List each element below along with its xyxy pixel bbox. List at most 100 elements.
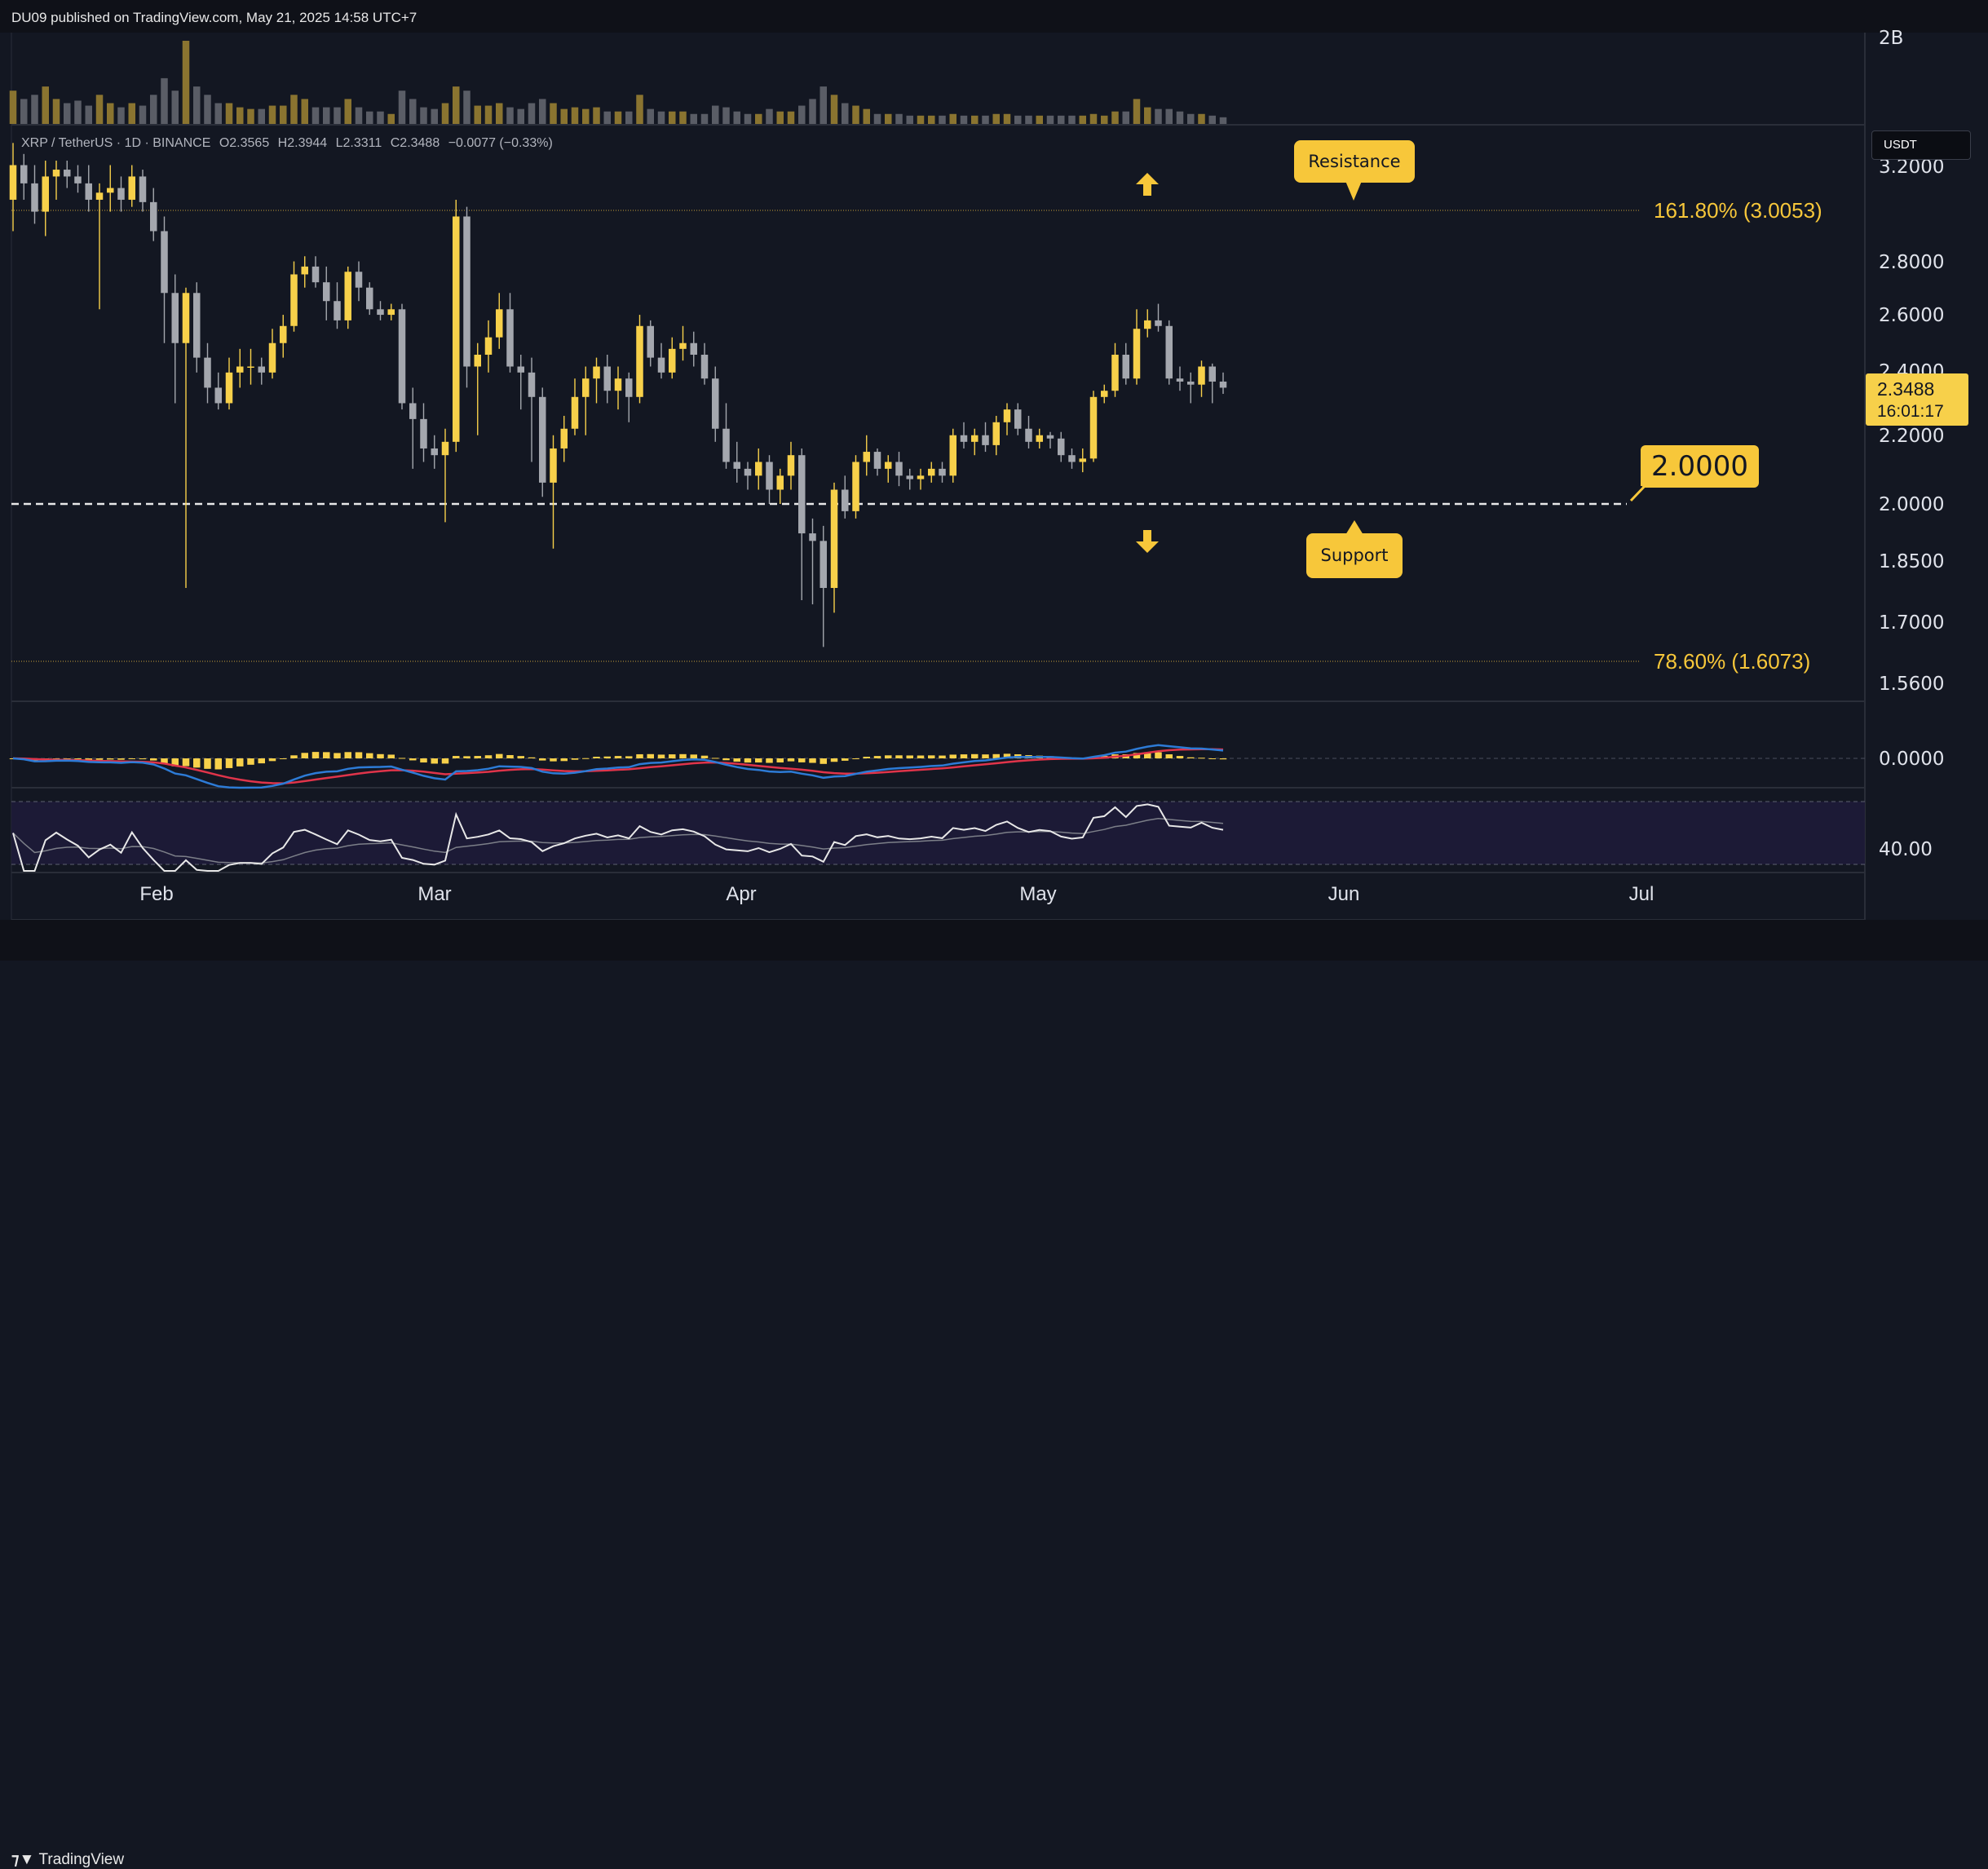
- footer-bar: ⁊▼ TradingView: [0, 920, 1988, 1868]
- candle-body: [636, 325, 643, 397]
- candle-body: [863, 452, 870, 462]
- volume-bar: [863, 108, 870, 124]
- macd-histogram-bar: [301, 753, 308, 758]
- candle-body: [1133, 329, 1141, 379]
- rsi-tick: 40.00: [1879, 839, 1933, 860]
- volume-bar: [463, 91, 470, 124]
- volume-bar: [128, 103, 135, 124]
- candle-body: [214, 387, 222, 404]
- macd-histogram-bar: [917, 755, 925, 758]
- macd-histogram-bar: [603, 756, 611, 758]
- macd-histogram-bar: [387, 754, 395, 758]
- volume-bar: [809, 99, 816, 124]
- macd-histogram-bar: [204, 758, 211, 769]
- candle-body: [690, 342, 697, 355]
- volume-bar: [766, 108, 773, 124]
- macd-histogram-bar: [355, 752, 363, 758]
- candle-body: [139, 176, 147, 202]
- macd-histogram-bar: [571, 758, 579, 760]
- volume-bar: [1155, 108, 1162, 124]
- candle-body: [236, 366, 244, 373]
- candle-body: [193, 293, 201, 358]
- candle-body: [755, 462, 762, 476]
- volume-bar: [1208, 115, 1216, 124]
- volume-bar: [355, 107, 363, 124]
- candle-body: [722, 428, 730, 462]
- publisher-bar: DU09 published on TradingView.com, May 2…: [0, 0, 1988, 33]
- rsi-line: [12, 803, 1224, 872]
- macd-histogram-bar: [625, 756, 633, 758]
- candle-body: [9, 165, 17, 200]
- candle-body: [819, 541, 827, 589]
- macd-histogram-bar: [1144, 752, 1151, 758]
- volume-bar: [161, 77, 168, 124]
- candle-body: [787, 455, 795, 476]
- macd-histogram-bar: [290, 755, 298, 758]
- volume-bar: [776, 111, 784, 124]
- macd-histogram-bar: [74, 758, 82, 759]
- rsi-indicator: [12, 803, 1224, 872]
- candle-body: [1111, 354, 1119, 391]
- candle-body: [496, 309, 503, 338]
- candle-body: [1079, 458, 1086, 462]
- last-price-value: 2.3488: [1877, 378, 1935, 400]
- candles: [9, 143, 1227, 647]
- time-tick: Apr: [726, 883, 756, 905]
- candle-body: [387, 309, 395, 316]
- macd-histogram-bar: [992, 753, 1000, 758]
- macd-histogram-bar: [236, 758, 244, 767]
- volume-bar: [1046, 115, 1054, 124]
- volume-bar: [311, 107, 320, 124]
- macd-histogram-bar: [885, 755, 892, 758]
- price-tick: 2.6000: [1879, 305, 1944, 326]
- volume-bar: [107, 103, 114, 124]
- candle-body: [679, 342, 687, 349]
- candle-body: [1198, 366, 1205, 385]
- volume-bar: [85, 105, 92, 124]
- macd-signal-line: [12, 748, 1224, 784]
- candle-body: [1155, 320, 1162, 326]
- volume-bar: [1025, 115, 1032, 124]
- volume-bar: [268, 105, 276, 124]
- time-tick: Jun: [1328, 883, 1360, 905]
- tradingview-logo[interactable]: ⁊▼ TradingView: [11, 1850, 124, 1869]
- candle-body: [344, 272, 351, 320]
- macd-histogram-bar: [1165, 754, 1173, 758]
- support-level-box: 2.0000: [1641, 445, 1759, 488]
- resistance-callout: Resistance: [1294, 140, 1415, 183]
- volume-bar: [214, 103, 222, 124]
- price-tick: 3.2000: [1879, 157, 1944, 178]
- volume-bar: [420, 107, 427, 124]
- price-chart[interactable]: 3.2000 2.8000 2.6000 2.4000 2.2000 2.000…: [0, 0, 1988, 961]
- candle-body: [268, 342, 276, 373]
- candle-body: [1089, 396, 1098, 459]
- bar-countdown: 16:01:17: [1877, 402, 1944, 421]
- price-tick: 2.0000: [1879, 494, 1944, 515]
- volume-bar: [1003, 113, 1011, 124]
- volume-bar: [301, 99, 308, 124]
- currency-button[interactable]: USDT: [1871, 130, 1971, 160]
- volume-bar: [1165, 108, 1173, 124]
- candle-body: [852, 462, 859, 511]
- candle-body: [906, 475, 913, 479]
- publisher-info: DU09 published on TradingView.com, May 2…: [11, 10, 417, 25]
- candle-body: [441, 441, 449, 456]
- macd-histogram-bar: [722, 758, 730, 761]
- macd-histogram-bar: [268, 758, 276, 762]
- candle-body: [280, 325, 287, 343]
- macd-tick: 0.0000: [1879, 749, 1944, 770]
- macd-histogram-bar: [1155, 752, 1162, 758]
- volume-bar: [852, 105, 859, 124]
- candle-body: [311, 266, 320, 283]
- candle-body: [225, 372, 233, 404]
- volume-bar: [917, 115, 925, 124]
- volume-bar: [873, 113, 881, 124]
- macd-histogram-bar: [733, 758, 740, 762]
- macd-histogram-bar: [873, 756, 881, 758]
- macd-histogram-bar: [830, 758, 838, 762]
- volume-bar: [603, 111, 611, 124]
- price-tick: 1.8500: [1879, 551, 1944, 572]
- macd-histogram-bar: [214, 758, 222, 770]
- macd-histogram-bar: [614, 756, 622, 758]
- candle-body: [700, 354, 709, 379]
